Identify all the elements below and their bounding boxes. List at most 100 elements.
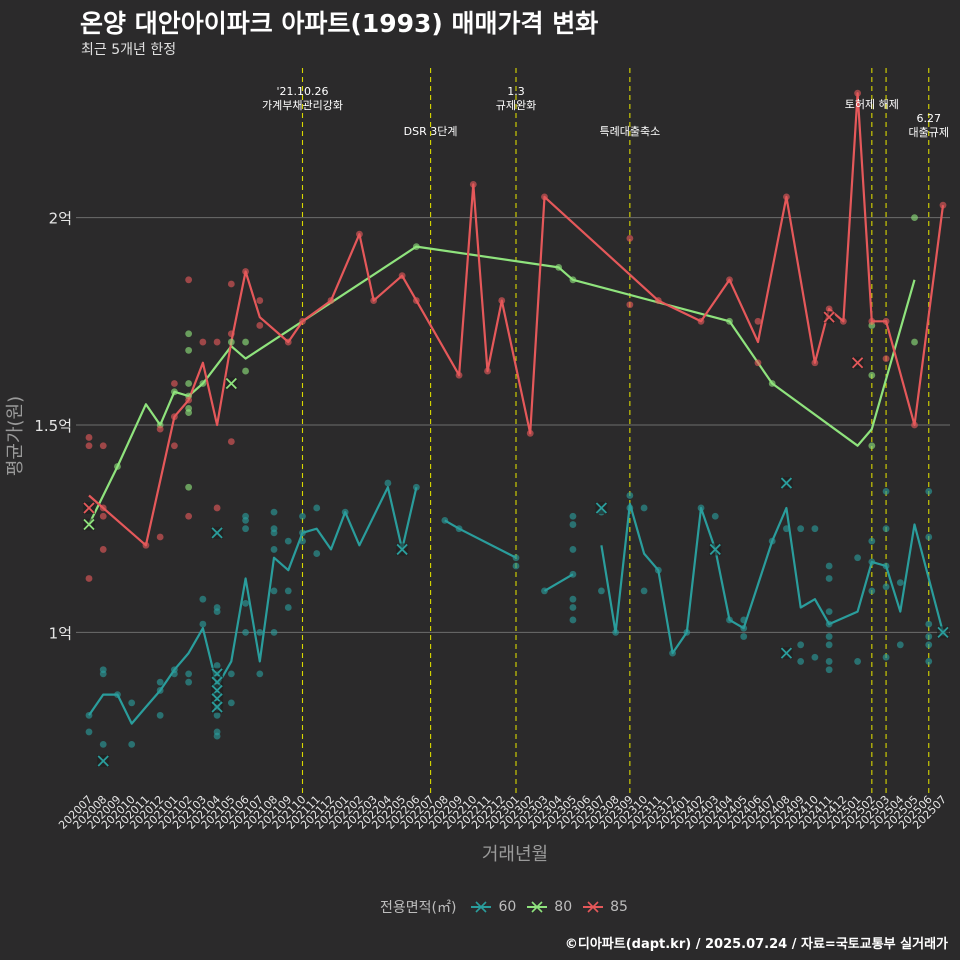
legend-key-85 (583, 901, 604, 913)
data-point-60 (313, 550, 321, 557)
data-point-80 (911, 338, 918, 346)
event-label: 특례대출축소 (599, 125, 660, 138)
cross-mark-60 (211, 701, 223, 713)
data-point-85 (754, 359, 762, 367)
data-point-85 (185, 396, 193, 404)
legend-key-80 (527, 901, 548, 913)
data-point-60 (683, 628, 691, 636)
data-point-80 (185, 330, 193, 338)
data-point-60 (640, 504, 648, 512)
data-point-60 (925, 487, 933, 495)
x-tick-labels: 2020072020082020092020102020112020122021… (56, 793, 949, 832)
data-point-85 (868, 317, 876, 325)
data-point-85 (299, 317, 306, 325)
data-point-60 (882, 583, 890, 591)
cross-mark-60 (211, 527, 223, 539)
event-label: 토허제 해제 (845, 97, 899, 111)
data-point-85 (142, 541, 150, 549)
data-point-60 (341, 508, 349, 516)
legend-label-80: 80 (554, 899, 573, 915)
data-point-85 (854, 89, 861, 97)
legend-item-85: 85 (582, 899, 628, 915)
data-point-60 (569, 570, 577, 578)
data-point-85 (455, 371, 463, 379)
data-point-60 (299, 529, 306, 537)
data-point-85 (626, 234, 634, 242)
cross-mark-80 (225, 377, 237, 390)
data-point-60 (313, 504, 321, 512)
data-point-80 (868, 442, 876, 450)
data-point-60 (99, 740, 107, 748)
data-point-85 (526, 429, 534, 437)
legend-item-80: 80 (526, 899, 572, 915)
data-point-60 (242, 599, 249, 607)
data-point-80 (412, 243, 420, 251)
data-point-60 (740, 616, 748, 624)
data-point-60 (270, 529, 278, 537)
data-point-85 (939, 201, 947, 209)
data-point-60 (896, 641, 904, 649)
data-point-60 (455, 525, 463, 533)
data-point-60 (185, 678, 193, 686)
mark-layer (83, 89, 949, 767)
data-point-60 (270, 628, 278, 636)
data-point-60 (284, 604, 292, 611)
data-point-60 (825, 608, 833, 616)
cross-mark-60 (937, 626, 949, 639)
data-point-85 (370, 297, 378, 304)
data-point-80 (911, 214, 918, 222)
legend-item-60: 60 (470, 899, 516, 915)
data-point-60 (569, 546, 577, 553)
y-tick-label: 1억 (49, 624, 72, 642)
data-point-60 (512, 554, 520, 562)
data-point-80 (185, 483, 193, 491)
data-point-60 (242, 525, 249, 533)
data-point-80 (726, 317, 733, 325)
data-point-80 (185, 346, 193, 354)
data-point-60 (925, 658, 933, 665)
data-point-85 (185, 276, 193, 284)
data-point-60 (740, 624, 748, 632)
data-point-85 (398, 272, 406, 280)
data-point-60 (697, 504, 705, 512)
y-tick-labels: 1억 1.5억 2억 (34, 210, 72, 643)
data-point-60 (612, 628, 620, 636)
data-point-85 (256, 322, 264, 329)
data-point-60 (270, 546, 278, 553)
data-point-60 (654, 566, 662, 574)
cross-mark-60 (396, 543, 408, 556)
data-point-60 (882, 525, 890, 533)
cross-mark-85 (83, 502, 95, 514)
legend: 전용면적(㎡) 60 80 85 (380, 896, 628, 918)
data-point-60 (284, 537, 292, 545)
data-point-85 (99, 512, 107, 520)
legend-title: 전용면적(㎡) (380, 900, 457, 916)
data-point-85 (356, 230, 363, 238)
data-point-60 (925, 533, 933, 541)
data-point-60 (242, 628, 249, 636)
data-point-60 (270, 508, 278, 516)
data-point-60 (726, 616, 733, 624)
data-point-60 (128, 740, 136, 748)
data-point-60 (199, 620, 207, 628)
chart-title: 온양 대안아이파크 아파트(1993) 매매가격 변화 (80, 9, 599, 38)
data-point-60 (598, 587, 605, 595)
data-point-85 (256, 297, 264, 304)
data-point-60 (868, 558, 876, 566)
data-point-60 (925, 641, 933, 649)
y-axis-title: 평균가(원) (5, 396, 26, 476)
data-point-85 (242, 268, 249, 275)
data-point-60 (868, 587, 876, 595)
data-point-60 (284, 587, 292, 595)
event-lines (301, 68, 930, 795)
data-point-85 (839, 317, 847, 325)
data-point-60 (299, 512, 306, 520)
data-point-85 (783, 193, 790, 201)
data-point-80 (171, 388, 178, 396)
data-point-60 (569, 512, 577, 520)
data-point-85 (185, 512, 193, 520)
source-caption: ©디아파트(dapt.kr) / 2025.07.24 / 자료=국토교통부 실… (564, 937, 948, 952)
data-point-60 (128, 699, 136, 707)
data-point-60 (925, 633, 933, 640)
